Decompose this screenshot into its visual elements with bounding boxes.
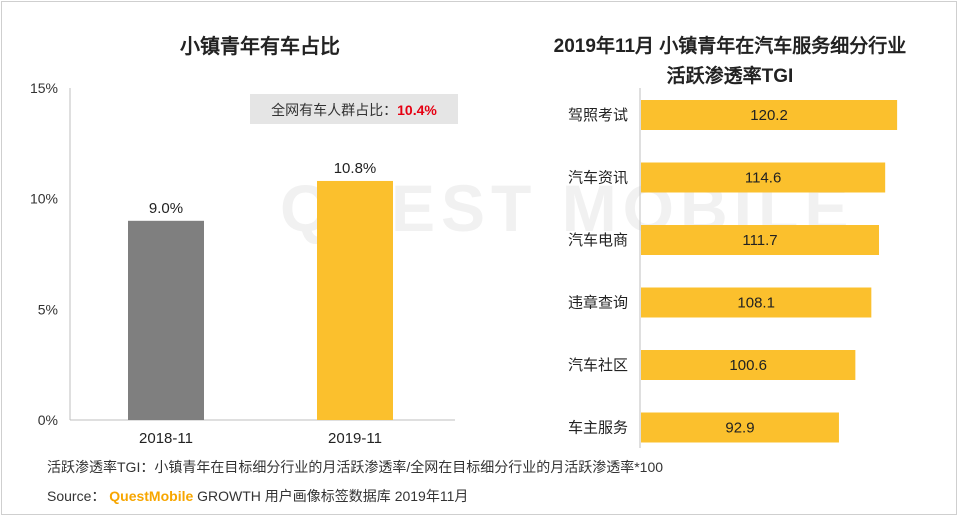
right-chart-title: 2019年11月 小镇青年在汽车服务细分行业 活跃渗透率TGI bbox=[520, 32, 940, 92]
bar-value-label: 10.8% bbox=[334, 160, 377, 177]
callout-text: 全网有车人群占比：10.4% bbox=[271, 102, 437, 118]
y-tick-label: 10% bbox=[30, 191, 58, 207]
y-tick-label: 15% bbox=[30, 80, 58, 96]
category-label: 汽车资讯 bbox=[568, 170, 628, 187]
brand-name: QuestMobile bbox=[109, 488, 194, 504]
callout-box bbox=[250, 94, 458, 124]
bar bbox=[641, 350, 856, 380]
category-label: 车主服务 bbox=[568, 420, 628, 437]
source-prefix: Source： bbox=[47, 488, 106, 504]
right-chart-title-line2: 活跃渗透率TGI bbox=[666, 66, 794, 87]
bar-value-label: 92.9 bbox=[725, 420, 754, 437]
bar-value-label: 108.1 bbox=[737, 295, 775, 312]
bar bbox=[641, 162, 886, 193]
bar bbox=[641, 100, 898, 130]
right-chart-title-line1: 2019年11月 小镇青年在汽车服务细分行业 bbox=[553, 36, 907, 57]
left-bar-chart: 0% 5% 10% 15% 9.0% 2018-11 10.8% 2019-11 全网有车人群占… bbox=[30, 80, 458, 447]
callout-label: 全网有车人群占比： bbox=[271, 102, 397, 118]
bar-value-label: 111.7 bbox=[742, 232, 777, 249]
bar bbox=[641, 412, 839, 443]
category-label: 违章查询 bbox=[568, 294, 628, 312]
category-label: 汽车社区 bbox=[568, 357, 628, 374]
source-note: Source： QuestMobile GROWTH 用户画像标签数据库 201… bbox=[47, 486, 468, 506]
y-tick-label: 0% bbox=[38, 412, 58, 428]
bar bbox=[128, 220, 204, 420]
callout-value: 10.4% bbox=[397, 102, 437, 118]
category-label: 驾照考试 bbox=[568, 107, 628, 124]
bar bbox=[641, 287, 872, 318]
bar-value-label: 100.6 bbox=[729, 357, 767, 374]
bar bbox=[641, 225, 880, 255]
right-bar-chart: 120.2 驾照考试 114.6 汽车资讯 111.7 汽车电商 108.1 违章查询 100.… bbox=[568, 88, 898, 448]
x-tick-label: 2018-11 bbox=[139, 430, 193, 447]
category-label: 汽车电商 bbox=[568, 232, 628, 249]
bar-value-label: 9.0% bbox=[149, 200, 183, 217]
x-tick-label: 2019-11 bbox=[328, 430, 382, 447]
bar-value-label: 120.2 bbox=[750, 107, 788, 124]
bar bbox=[317, 180, 393, 420]
bar-value-label: 114.6 bbox=[745, 170, 781, 187]
tgi-definition-note: 活跃渗透率TGI：小镇青年在目标细分行业的月活跃渗透率/全网在目标细分行业的月活… bbox=[47, 459, 664, 475]
left-chart-title: 小镇青年有车占比 bbox=[180, 36, 340, 58]
source-rest: GROWTH 用户画像标签数据库 2019年11月 bbox=[197, 488, 469, 504]
y-tick-label: 5% bbox=[38, 301, 58, 317]
